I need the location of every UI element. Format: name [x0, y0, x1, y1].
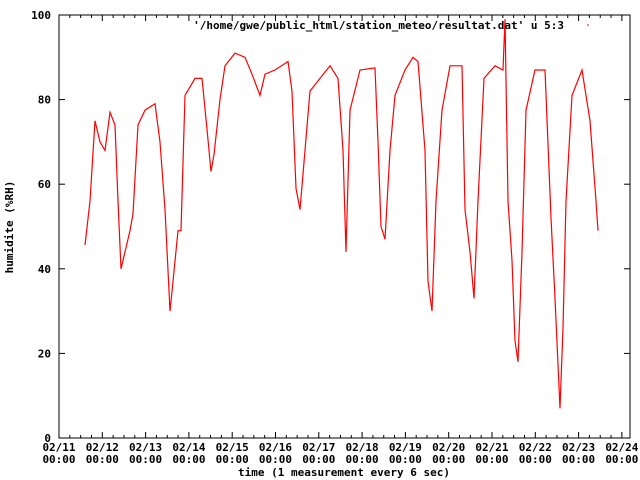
y-tick-label: 20 [38, 347, 51, 360]
x-tick-label-time: 00:00 [475, 453, 508, 466]
x-tick-label-date: 02/21 [475, 441, 508, 454]
x-tick-label-time: 00:00 [389, 453, 422, 466]
x-tick-label-time: 00:00 [42, 453, 75, 466]
x-tick-label-time: 00:00 [172, 453, 205, 466]
x-axis-label: time (1 measurement every 6 sec) [238, 466, 450, 479]
x-tick-label-time: 00:00 [129, 453, 162, 466]
x-tick-label-time: 00:00 [86, 453, 119, 466]
x-tick-label-date: 02/20 [432, 441, 465, 454]
x-tick-label-date: 02/13 [129, 441, 162, 454]
x-tick-label-date: 02/18 [346, 441, 379, 454]
y-tick-label: 40 [38, 263, 51, 276]
x-tick-label-date: 02/11 [42, 441, 75, 454]
y-tick-label: 60 [38, 178, 51, 191]
x-tick-label-date: 02/24 [605, 441, 638, 454]
x-tick-label-date: 02/12 [86, 441, 119, 454]
x-tick-label-date: 02/22 [519, 441, 552, 454]
x-tick-label-time: 00:00 [562, 453, 595, 466]
y-tick-label: 100 [31, 9, 51, 22]
x-tick-label-date: 02/14 [172, 441, 205, 454]
axes: 02040608010002/1100:0002/1200:0002/1300:… [31, 9, 639, 466]
x-tick-label-time: 00:00 [216, 453, 249, 466]
humidity-series-line [84, 19, 599, 409]
legend-entry: '/home/gwe/public_html/station_meteo/res… [193, 19, 564, 32]
x-tick-label-time: 00:00 [519, 453, 552, 466]
x-tick-label-time: 00:00 [259, 453, 292, 466]
x-tick-label-time: 00:00 [605, 453, 638, 466]
y-axis-label: humidite (%RH) [3, 181, 16, 274]
x-tick-label-time: 00:00 [432, 453, 465, 466]
x-tick-label-date: 02/16 [259, 441, 292, 454]
x-tick-label-time: 00:00 [302, 453, 335, 466]
x-tick-label-date: 02/19 [389, 441, 422, 454]
x-tick-label-time: 00:00 [346, 453, 379, 466]
x-tick-label-date: 02/15 [216, 441, 249, 454]
y-tick-label: 0 [44, 432, 51, 445]
x-tick-label-date: 02/17 [302, 441, 335, 454]
series-marks [84, 19, 599, 409]
y-tick-label: 80 [38, 94, 51, 107]
x-tick-label-date: 02/23 [562, 441, 595, 454]
plot-border [58, 14, 631, 439]
